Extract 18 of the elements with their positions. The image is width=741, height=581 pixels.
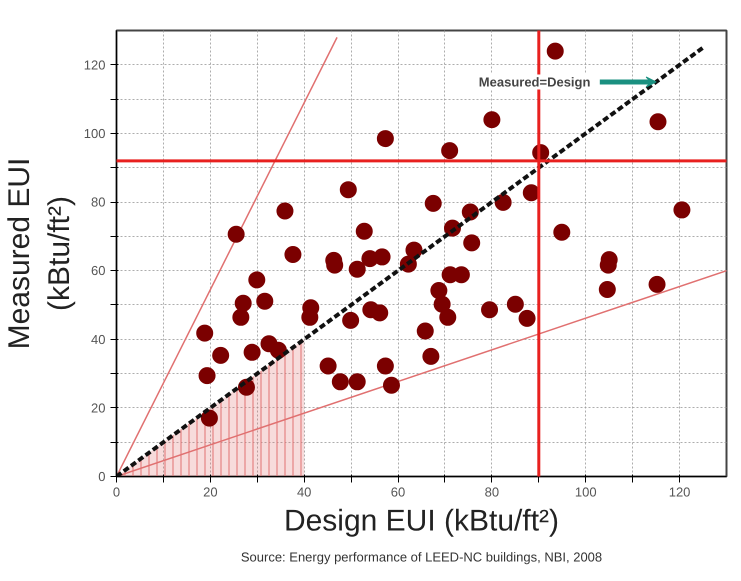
source-note: Source: Energy performance of LEED-NC buildings, NBI, 2008: [240, 549, 602, 564]
y-tick-label: 40: [91, 332, 106, 347]
x-tick-label: 20: [203, 484, 218, 500]
x-tick-label: 40: [296, 484, 312, 500]
y-tick-label: 60: [91, 263, 106, 278]
annotation: Measured=Design: [478, 74, 590, 90]
y-tick-label: 100: [84, 126, 106, 141]
x-tick-label: 60: [390, 484, 406, 500]
x-tick-label: 100: [574, 484, 597, 500]
y-tick-label: 0: [98, 469, 106, 484]
y-tick-label: 20: [91, 400, 106, 416]
y-tick-label: 80: [91, 194, 106, 210]
x-tick-label: 80: [484, 484, 500, 500]
y-axis-title: Measured EUI (kBtu/ft²): [3, 158, 76, 350]
x-tick-label: 120: [668, 484, 690, 500]
x-axis-title: Design EUI (kBtu/ft²): [284, 504, 560, 538]
x-tick-label: 0: [112, 484, 120, 500]
y-tick-label: 120: [84, 57, 106, 72]
